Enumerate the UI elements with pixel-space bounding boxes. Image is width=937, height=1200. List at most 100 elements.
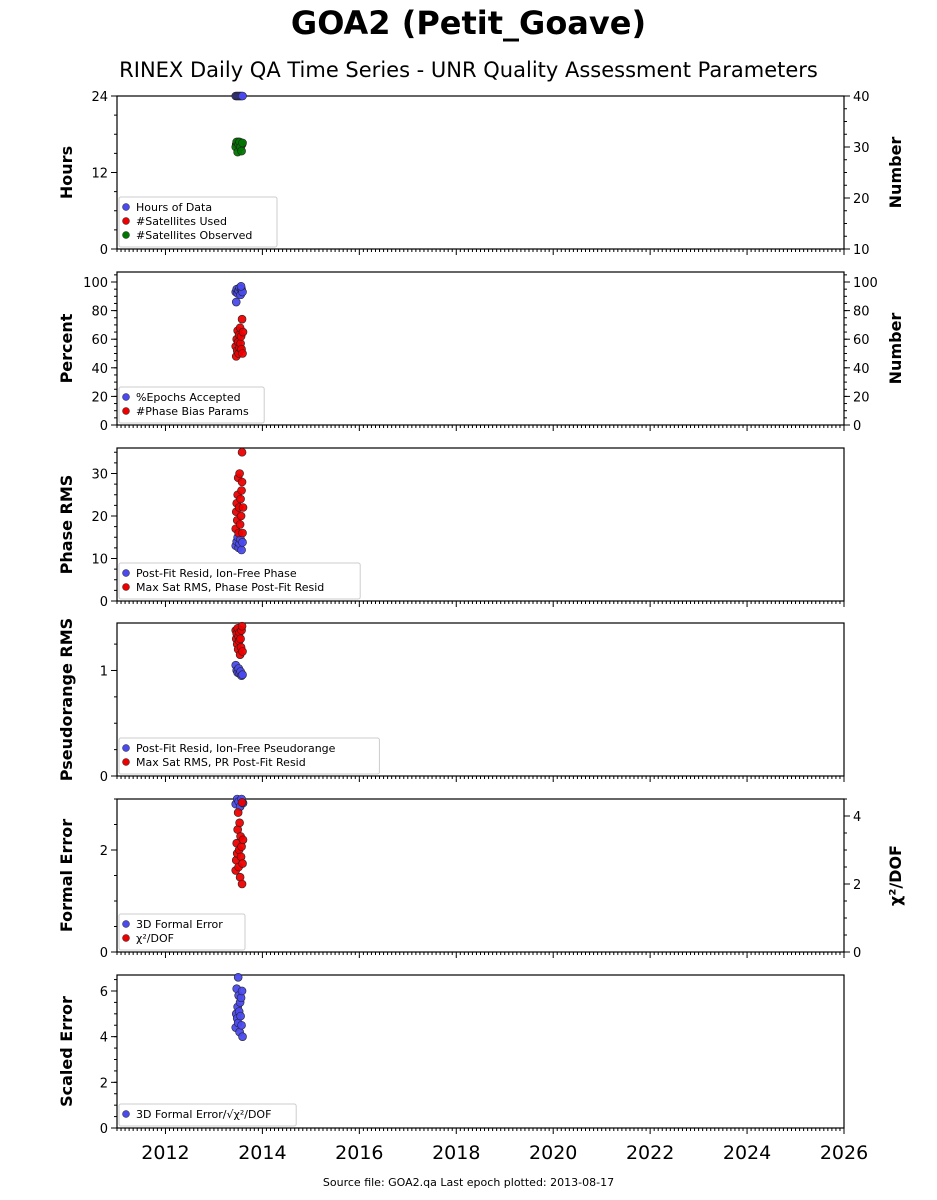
- legend-marker: [122, 758, 130, 766]
- y-right-tick-label: 2: [853, 878, 861, 893]
- legend-label: #Phase Bias Params: [136, 405, 249, 418]
- x-tick-label: 2020: [529, 1142, 577, 1164]
- panel-2: 0 20 40 60 80 100 0 20 40 60 80 100 Number Percent %Ep…: [57, 271, 905, 434]
- data-point: [237, 477, 247, 487]
- legend-box: [118, 196, 278, 248]
- y-tick-label: 0: [100, 770, 108, 785]
- y-right-tick-label: 40: [853, 90, 870, 105]
- y-right-tick-label: 40: [853, 362, 870, 377]
- y-tick-label: 30: [91, 468, 108, 483]
- y-tick-label: 20: [91, 510, 108, 525]
- y-axis-label: Percent: [57, 313, 76, 383]
- data-point: [238, 538, 247, 547]
- source-footer: Source file: GOA2.qa Last epoch plotted:…: [322, 1176, 615, 1189]
- data-point: [237, 1020, 246, 1030]
- legend-marker: [122, 203, 130, 211]
- legend-box: [118, 1103, 297, 1127]
- data-point: [236, 511, 246, 521]
- chart-title: GOA2 (Petit_Goave): [290, 4, 647, 42]
- legend-label: Post-Fit Resid, Ion-Free Phase: [136, 567, 297, 580]
- y-axis-label: Pseudorange RMS: [57, 618, 76, 781]
- y-tick-label: 0: [100, 946, 108, 961]
- y-right-axis-label: χ²/DOF: [886, 845, 905, 906]
- legend: %Epochs Accepted#Phase Bias Params: [118, 386, 265, 424]
- y-tick-label: 10: [91, 553, 108, 568]
- data-point: [236, 634, 245, 644]
- legend-marker: [122, 231, 130, 239]
- y-right-tick-label: 10: [853, 243, 870, 258]
- legend-label: χ²/DOF: [136, 932, 174, 945]
- data-point: [237, 545, 246, 555]
- data-point: [235, 469, 244, 478]
- y-tick-label: 2: [100, 844, 108, 859]
- data-point: [237, 486, 246, 495]
- legend-marker: [122, 407, 130, 415]
- y-right-tick-label: 0: [853, 946, 861, 961]
- x-tick-label: 2024: [723, 1142, 771, 1164]
- x-tick-label: 2016: [335, 1142, 383, 1164]
- x-tick-label: 2022: [626, 1142, 674, 1164]
- y-right-tick-label: 20: [853, 390, 870, 405]
- y-tick-label: 0: [100, 595, 108, 610]
- legend-label: Max Sat RMS, Phase Post-Fit Resid: [136, 581, 324, 594]
- data-point: [238, 528, 247, 538]
- data-point: [233, 808, 243, 817]
- data-point: [238, 859, 247, 868]
- legend-box: [118, 386, 265, 424]
- data-point: [235, 818, 244, 828]
- y-tick-label: 60: [91, 333, 108, 348]
- data-point: [238, 503, 248, 512]
- chart-subtitle: RINEX Daily QA Time Series - UNR Quality…: [119, 58, 818, 82]
- data-point: [231, 297, 241, 307]
- data-point: [233, 972, 243, 982]
- y-tick-label: 0: [100, 419, 108, 434]
- y-tick-label: 0: [100, 1122, 108, 1137]
- legend-marker: [122, 744, 130, 752]
- data-point: [238, 327, 248, 337]
- legend-marker: [122, 920, 130, 928]
- data-point: [237, 447, 247, 457]
- legend-marker: [122, 217, 130, 225]
- y-axis-label: Hours: [57, 146, 76, 199]
- y-tick-label: 0: [100, 243, 108, 258]
- y-right-axis-label: Number: [886, 137, 905, 209]
- legend-label: #Satellites Observed: [136, 229, 252, 242]
- legend-label: Post-Fit Resid, Ion-Free Pseudorange: [136, 742, 336, 755]
- panel-4: 0 1 Pseudorange RMS Post-Fit Resid, Ion-Fre…: [57, 618, 845, 785]
- data-point: [238, 1032, 247, 1041]
- y-tick-label: 1: [100, 664, 108, 679]
- data-point: [237, 986, 247, 996]
- data-point: [238, 91, 247, 101]
- data-point: [238, 138, 247, 148]
- data-point: [236, 1011, 245, 1021]
- x-tick-label: 2026: [820, 1142, 868, 1164]
- data-point: [238, 647, 247, 656]
- panel-3: 0 10 20 30 Phase RMS Post-Fit Resid, Ion-Free…: [57, 447, 845, 610]
- legend: Hours of Data#Satellites Used#Satellites…: [118, 196, 278, 248]
- legend: Post-Fit Resid, Ion-Free PseudorangeMax …: [118, 737, 380, 775]
- legend-label: %Epochs Accepted: [136, 391, 241, 404]
- data-point: [236, 494, 245, 504]
- legend-label: 3D Formal Error: [136, 918, 223, 931]
- data-point: [237, 146, 246, 156]
- legend-box: [118, 913, 246, 951]
- legend-label: 3D Formal Error/√χ²/DOF: [136, 1108, 271, 1121]
- y-axis-label: Phase RMS: [57, 475, 76, 575]
- y-tick-label: 24: [91, 90, 108, 105]
- y-tick-label: 100: [83, 276, 108, 291]
- y-tick-label: 12: [91, 167, 108, 182]
- data-point: [236, 281, 246, 291]
- legend-label: Hours of Data: [136, 201, 212, 214]
- data-point: [238, 670, 247, 680]
- y-axis-label: Formal Error: [57, 819, 76, 932]
- x-tick-label: 2014: [238, 1142, 286, 1164]
- legend-marker: [122, 934, 130, 942]
- y-right-tick-label: 60: [853, 333, 870, 348]
- y-tick-label: 2: [100, 1076, 108, 1091]
- x-tick-label: 2018: [432, 1142, 480, 1164]
- y-axis-label: Scaled Error: [57, 996, 76, 1107]
